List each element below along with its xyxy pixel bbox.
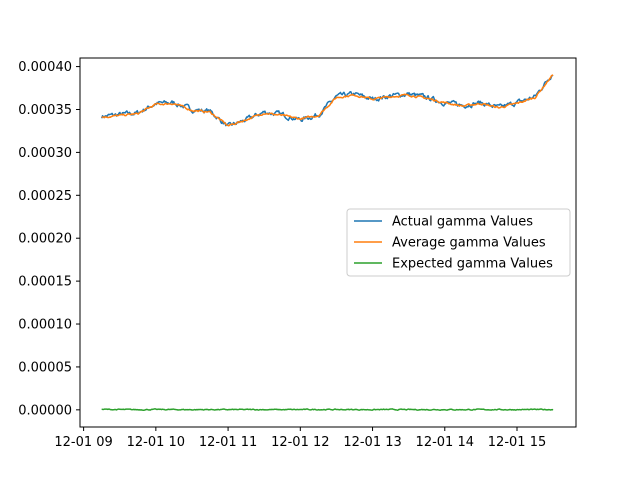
x-tick-label: 12-01 13 bbox=[343, 435, 401, 450]
y-tick-label: 0.00015 bbox=[18, 275, 72, 290]
series-line bbox=[101, 408, 554, 412]
y-tick-label: 0.00030 bbox=[18, 146, 72, 161]
x-tick-label: 12-01 09 bbox=[54, 435, 112, 450]
y-axis: 0.00000 0.00005 0.00010 0.00015 0.00020 0.000… bbox=[18, 60, 80, 418]
y-tick-label: 0.00020 bbox=[18, 232, 72, 247]
x-tick-label: 12-01 15 bbox=[488, 435, 546, 450]
y-tick-label: 0.00005 bbox=[18, 360, 72, 375]
y-tick-label: 0.00000 bbox=[18, 403, 72, 418]
series-line bbox=[100, 74, 554, 127]
y-tick-label: 0.00040 bbox=[18, 60, 72, 75]
legend-box bbox=[346, 208, 571, 277]
y-tick-label: 0.00010 bbox=[18, 318, 72, 333]
plot-frame bbox=[79, 57, 577, 428]
x-tick-label: 12-01 12 bbox=[271, 435, 329, 450]
legend-label: Average gamma Values bbox=[392, 236, 546, 251]
y-tick-label: 0.00035 bbox=[18, 103, 72, 118]
legend-label: Expected gamma Values bbox=[392, 257, 553, 272]
series-line bbox=[101, 74, 554, 127]
y-tick-label: 0.00025 bbox=[18, 189, 72, 204]
x-axis: 12-01 09 12-01 10 12-01 11 12-01 12 12-01 13… bbox=[54, 427, 546, 450]
series-layer bbox=[100, 74, 554, 412]
legend-label: Actual gamma Values bbox=[392, 215, 533, 230]
legend: Actual gamma Values Average gamma Values E… bbox=[346, 208, 571, 277]
x-tick-label: 12-01 11 bbox=[199, 435, 257, 450]
x-tick-label: 12-01 14 bbox=[416, 435, 474, 450]
x-tick-label: 12-01 10 bbox=[127, 435, 185, 450]
